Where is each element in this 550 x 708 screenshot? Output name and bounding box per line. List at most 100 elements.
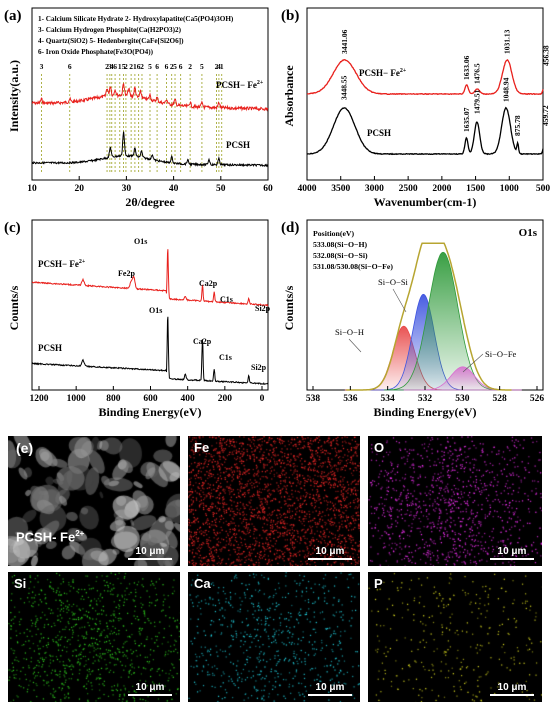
xrd-x-tick-label: 30 [122, 184, 132, 194]
o1s-component-labels: Si−O−H Si−O−Si Si−O−Fe [335, 277, 517, 373]
xps-x-tick-label: 200 [218, 394, 233, 404]
o1s-label-si-o-si: Si−O−Si [378, 277, 409, 287]
xps-peak-label: Si2p [255, 304, 271, 313]
ftir-xlabel: Wavenumber(cm-1) [374, 195, 477, 209]
ftir-x-axis: 4000 3500 3000 2500 2000 1500 1000 500 [298, 176, 550, 194]
eds-map-p: P 10 μm [368, 572, 542, 702]
ftir-peak-labels: 3441.06 1633.06 1476.5 1031.13 456.38 3448.55… [340, 29, 550, 136]
eds-map-grid: (e) PCSH- Fe2+ 10 μm Fe 10 μm O 10 μm Si… [0, 428, 550, 708]
xrd-legend-line: 6- Iron Oxide Phosphate(Fe3O(PO4)) [38, 48, 154, 56]
ftir-peak-label: 1048.94 [501, 77, 510, 102]
xps-x-tick-label: 800 [106, 394, 121, 404]
xps-series-pcsh [31, 316, 269, 385]
xrd-peak-label: 2 [124, 62, 128, 71]
ftir-x-tick-label: 3000 [365, 184, 384, 194]
o1s-label-si-o-h: Si−O−H [335, 327, 364, 337]
xrd-peak-label: 5 [173, 62, 177, 71]
xrd-xlabel: 2θ/degree [125, 195, 175, 209]
ftir-x-tick-label: 2000 [432, 184, 451, 194]
ftir-peak-label: 3448.55 [340, 75, 349, 100]
ftir-series-pcsh-fe [306, 58, 544, 96]
ftir-series-pcsh [306, 106, 544, 156]
xps-series-pcsh-fe [31, 249, 269, 307]
ftir-peak-label: 456.38 [541, 45, 550, 66]
o1s-x-tick-label: 536 [343, 394, 358, 404]
xps-x-tick-label: 600 [143, 394, 158, 404]
panel-letter-b: (b) [281, 8, 299, 24]
o1s-position-legend: Position(eV) 533.08(Si−O−H) 532.08(Si−O−Si… [313, 229, 393, 271]
xrd-series-pcsh-fe [31, 83, 269, 112]
xps-peak-label: O1s [149, 306, 162, 315]
xps-x-axis: 1200 1000 800 600 400 200 0 [30, 386, 265, 404]
eds-map-fe-scale-bar: 10 μm [308, 546, 352, 560]
xrd-peak-label: 4 [217, 62, 221, 71]
xrd-peak-label: 2 [170, 62, 174, 71]
xps-peak-label: Ca2p [199, 279, 218, 288]
xrd-peak-label: 6 [179, 62, 183, 71]
xrd-phase-legend: 1- Calcium Silicate Hydrate 2- Hydroxyla… [38, 15, 234, 56]
xps-x-tick-label: 1000 [67, 394, 86, 404]
eds-map-p-label: P [374, 576, 383, 591]
xps-peak-label: C1s [219, 353, 232, 362]
xrd-peak-label: 4 [110, 62, 114, 71]
xrd-legend-line: 3- Calcium Hydrogen Phosphite(Ca(H2PO3)2… [38, 26, 182, 34]
o1s-leader-si-o-fe [462, 353, 484, 373]
o1s-legend-line: 533.08(Si−O−H) [313, 240, 368, 249]
o1s-legend-line: Position(eV) [313, 229, 355, 238]
xps-peak-label: Fe2p [118, 269, 135, 278]
o1s-xlabel: Binding Energy(eV) [373, 405, 476, 419]
xrd-peak-label: 6 [68, 62, 72, 71]
o1s-x-tick-label: 532 [418, 394, 433, 404]
xrd-peak-label: 2 [215, 62, 219, 71]
ftir-x-tick-label: 2500 [399, 184, 418, 194]
xrd-chart: (a) Intensity(a.u.) 2θ/degree 1- Calcium… [4, 7, 273, 209]
ftir-label-pcsh: PCSH [367, 128, 391, 138]
o1s-ylabel: Counts/s [282, 285, 296, 330]
o1s-envelope [346, 242, 512, 391]
sem-sample-tag: PCSH- Fe2+ [16, 528, 85, 544]
xps-label-pcsh: PCSH [38, 343, 62, 353]
xrd-series-pcsh [31, 131, 269, 168]
xrd-legend-line: 1- Calcium Silicate Hydrate 2- Hydroxyla… [38, 15, 234, 23]
xrd-peak-label: 3 [40, 62, 44, 71]
ftir-label-pcsh-fe: PCSH− Fe2+ [359, 68, 407, 78]
ftir-x-tick-label: 1500 [466, 184, 485, 194]
xrd-peak-label: 2 [129, 62, 133, 71]
sem-image: (e) PCSH- Fe2+ 10 μm [8, 436, 180, 566]
o1s-x-tick-label: 530 [455, 394, 470, 404]
o1s-x-tick-label: 528 [493, 394, 508, 404]
xps-peak-label: O1s [134, 237, 147, 246]
ftir-chart: (b) Absorbance Wavenumber(cm-1) 3441.06 1… [281, 7, 550, 209]
xps-ylabel: Counts/s [7, 285, 21, 330]
o1s-x-axis: 538 536 534 532 530 528 526 [306, 386, 545, 404]
xrd-peak-label: 3 [108, 62, 112, 71]
xrd-label-pcsh-fe: PCSH− Fe2+ [216, 80, 264, 90]
xrd-peak-label: 1 [220, 62, 224, 71]
xrd-x-tick-label: 60 [263, 184, 273, 194]
xrd-peak-label: 5 [148, 62, 152, 71]
eds-map-ca-label: Ca [194, 576, 211, 591]
xps-peak-label: Si2p [251, 363, 267, 372]
ftir-peak-label: 1635.07 [462, 107, 471, 132]
xps-peak-label: C1s [220, 295, 233, 304]
eds-map-p-scale-bar: 10 μm [490, 682, 534, 696]
xps-x-tick-label: 0 [260, 394, 265, 404]
eds-map-fe: Fe 10 μm [188, 436, 360, 566]
xrd-peak-label: 5 [122, 62, 126, 71]
panel-letter-c: (c) [4, 220, 21, 236]
xrd-peak-label: 6 [137, 62, 141, 71]
xrd-legend-line: 4- Quartz(SiO2) 5- Hedenbergite(CaFe[Si2… [38, 37, 184, 45]
xrd-label-pcsh: PCSH [226, 140, 250, 150]
xrd-peak-label: 2 [105, 62, 109, 71]
o1s-x-tick-label: 534 [381, 394, 396, 404]
xrd-x-tick-label: 50 [216, 184, 226, 194]
ftir-peak-label: 875.78 [513, 115, 522, 136]
o1s-x-tick-label: 526 [530, 394, 545, 404]
o1s-components [344, 251, 522, 391]
eds-map-si-scale-bar: 10 μm [128, 682, 172, 696]
xrd-x-tick-label: 10 [27, 184, 37, 194]
xps-label-pcsh-fe: PCSH− Fe2+ [38, 259, 86, 269]
o1s-legend-line: 532.08(Si−O−Si) [313, 251, 368, 260]
ftir-peak-label: 1031.13 [503, 29, 512, 54]
xrd-peak-label: 6 [113, 62, 117, 71]
